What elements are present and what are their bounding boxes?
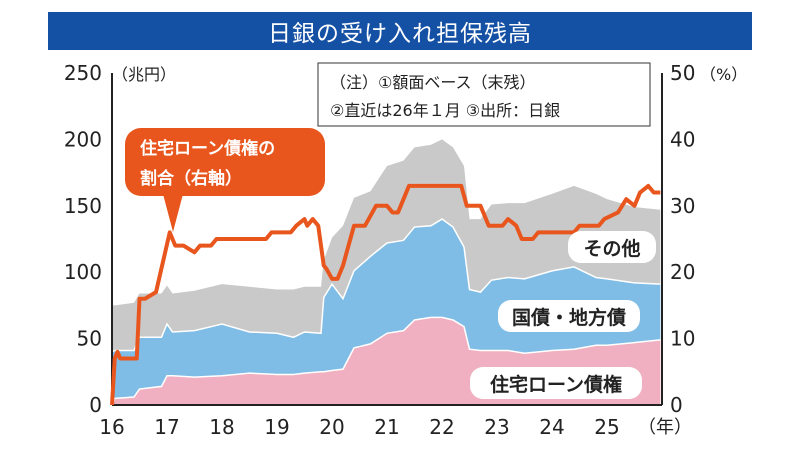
series-label-other: その他 (583, 237, 640, 260)
area-boundary-1 (111, 218, 661, 353)
y-right-tick-label: 50 (670, 61, 695, 85)
tick-labels: 0 50 100 150 200 250 0 10 20 30 40 50 16 17 18 19 20 21 22… (64, 61, 696, 439)
note-line2: ②直近は26年１月 ③出所：日銀 (330, 101, 560, 120)
chart-title: 日銀の受け入れ担保残高 (48, 12, 752, 50)
y-left-tick-label: 100 (64, 260, 102, 284)
right-axis-unit: （%） (700, 65, 747, 84)
y-left-tick-label: 50 (77, 327, 102, 351)
x-tick-label: 17 (154, 415, 179, 439)
y-right-tick-label: 30 (670, 194, 695, 218)
x-axis-unit: （年） (638, 417, 692, 438)
callout-line2: 割合（右軸） (140, 168, 242, 189)
x-tick-label: 24 (539, 415, 564, 439)
label-bg-govt (498, 300, 640, 332)
series-label-govt: 国債・地方債 (512, 306, 626, 329)
x-tick-label: 20 (319, 415, 344, 439)
x-tick-label: 19 (264, 415, 289, 439)
y-left-tick-label: 250 (64, 61, 102, 85)
note-box (317, 62, 651, 127)
x-tick-label: 23 (484, 415, 509, 439)
axes (111, 73, 663, 406)
ratio-line (110, 183, 661, 406)
y-right-tick-label: 40 (670, 127, 695, 151)
x-tick-label: 18 (209, 415, 234, 439)
x-tick-label: 16 (99, 415, 124, 439)
y-right-tick-label: 10 (670, 327, 695, 351)
y-left-tick-label: 0 (89, 393, 102, 417)
area-series-2 (112, 139, 661, 352)
area-series-1 (112, 219, 661, 405)
ratio-callout: 住宅ローン債権の 割合（右軸） (125, 128, 325, 232)
label-bg-other (568, 231, 656, 263)
y-right-tick-label: 20 (670, 260, 695, 284)
x-tick-label: 22 (429, 415, 454, 439)
y-right-tick-label: 0 (670, 393, 683, 417)
y-left-tick-label: 150 (64, 194, 102, 218)
x-tick-label: 25 (594, 415, 619, 439)
note-line1: （注）①額面ベース（末残） (330, 73, 536, 92)
label-bg-housing (470, 367, 642, 399)
series-label-housing: 住宅ローン債権 (490, 373, 622, 396)
area-boundary-0 (111, 316, 661, 406)
y-left-tick-label: 200 (64, 127, 102, 151)
callout-line1: 住宅ローン債権の (140, 138, 275, 159)
left-axis-unit: （兆円） (112, 65, 176, 84)
x-tick-label: 21 (374, 415, 399, 439)
